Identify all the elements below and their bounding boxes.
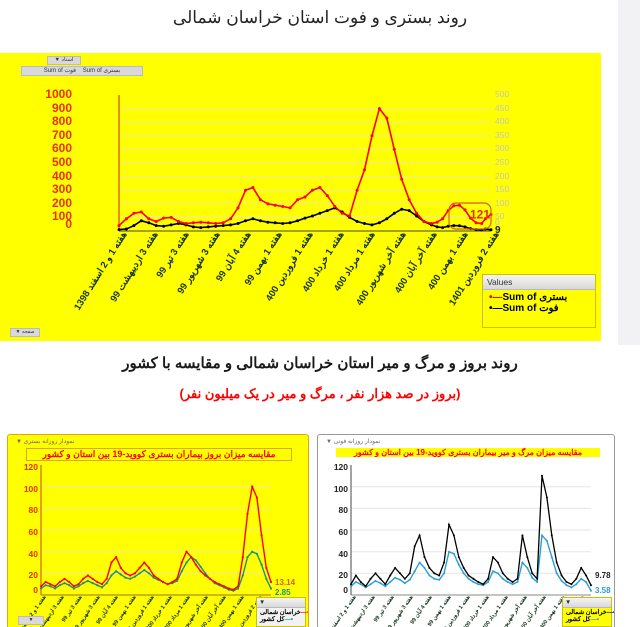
svg-text:3.58: 3.58 [595, 586, 611, 595]
svg-text:9.78: 9.78 [595, 571, 611, 580]
svg-text:121: 121 [470, 208, 490, 222]
svg-text:هفته 1 و 2 اسفند 1398: هفته 1 و 2 اسفند 1398 [72, 230, 129, 313]
svg-text:13.14: 13.14 [275, 578, 296, 587]
